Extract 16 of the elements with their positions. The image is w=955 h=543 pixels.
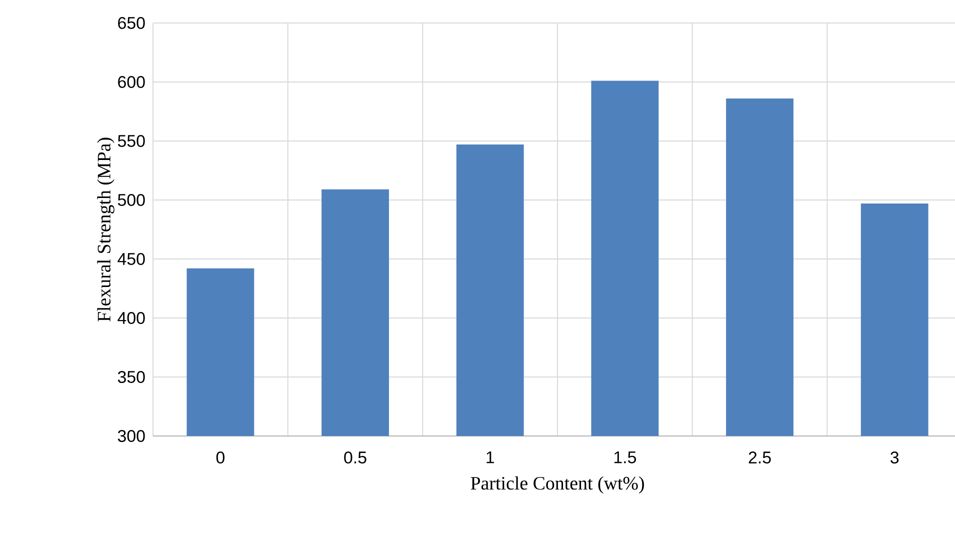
x-tick-label: 0.5 — [344, 452, 366, 464]
y-axis-title: Flexural Strength (MPa) — [97, 138, 114, 322]
y-tick-label: 500 — [118, 194, 145, 206]
y-tick-label: 600 — [118, 76, 145, 88]
x-axis-title: Particle Content (wt%) — [470, 476, 644, 494]
y-tick-label: 300 — [118, 430, 145, 442]
x-tick-label: 1.5 — [614, 452, 636, 464]
y-tick-label: 550 — [118, 134, 145, 147]
x-tick-label: 1 — [486, 452, 494, 464]
x-tick-label: 0 — [216, 452, 224, 464]
x-tick-label: 3 — [890, 452, 899, 464]
x-tick-label: 2.5 — [748, 452, 771, 464]
y-tick-label: 450 — [118, 252, 145, 265]
y-tick-label: 400 — [118, 312, 145, 324]
y-tick-label: 350 — [118, 370, 145, 383]
y-tick-label: 650 — [118, 16, 145, 29]
